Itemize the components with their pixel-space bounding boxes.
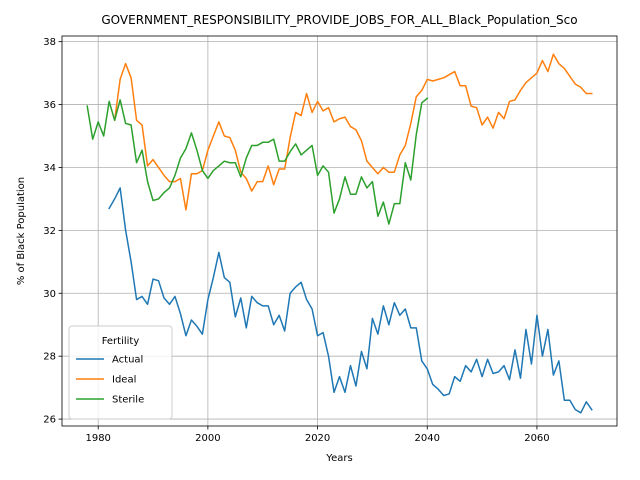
plot-frame (61, 35, 618, 427)
series-line-sterile (86, 97, 429, 225)
y-tick-label: 26 (43, 415, 56, 426)
legend-title: Fertility (102, 336, 140, 347)
y-tick-label: 30 (43, 289, 56, 300)
legend: Fertility Actual Ideal Sterile (68, 325, 173, 420)
x-tick-label: 2000 (195, 433, 220, 444)
x-tick-label: 2040 (415, 433, 440, 444)
legend-label-sterile: Sterile (112, 395, 144, 406)
x-tick-label: 1980 (85, 433, 110, 444)
x-axis-label: Years (325, 453, 352, 464)
y-axis-label: % of Black Population (16, 177, 27, 285)
chart-title: GOVERNMENT_RESPONSIBILITY_PROVIDE_JOBS_F… (101, 13, 577, 27)
series-line-ideal (113, 53, 593, 211)
y-tick-label: 34 (43, 163, 56, 174)
series-line-actual (108, 187, 593, 414)
y-axis-ticks: 26 28 30 32 34 36 38 (43, 37, 62, 426)
x-tick-label: 2060 (524, 433, 549, 444)
x-tick-label: 2020 (305, 433, 330, 444)
x-axis-ticks: 1980 2000 2020 2040 2060 (85, 426, 550, 444)
legend-box (68, 325, 173, 420)
legend-label-actual: Actual (112, 355, 143, 366)
series-lines (86, 53, 593, 414)
y-tick-label: 36 (43, 100, 56, 111)
y-tick-label: 38 (43, 37, 56, 48)
y-tick-label: 32 (43, 226, 56, 237)
legend-label-ideal: Ideal (112, 375, 136, 386)
y-tick-label: 28 (43, 352, 56, 363)
